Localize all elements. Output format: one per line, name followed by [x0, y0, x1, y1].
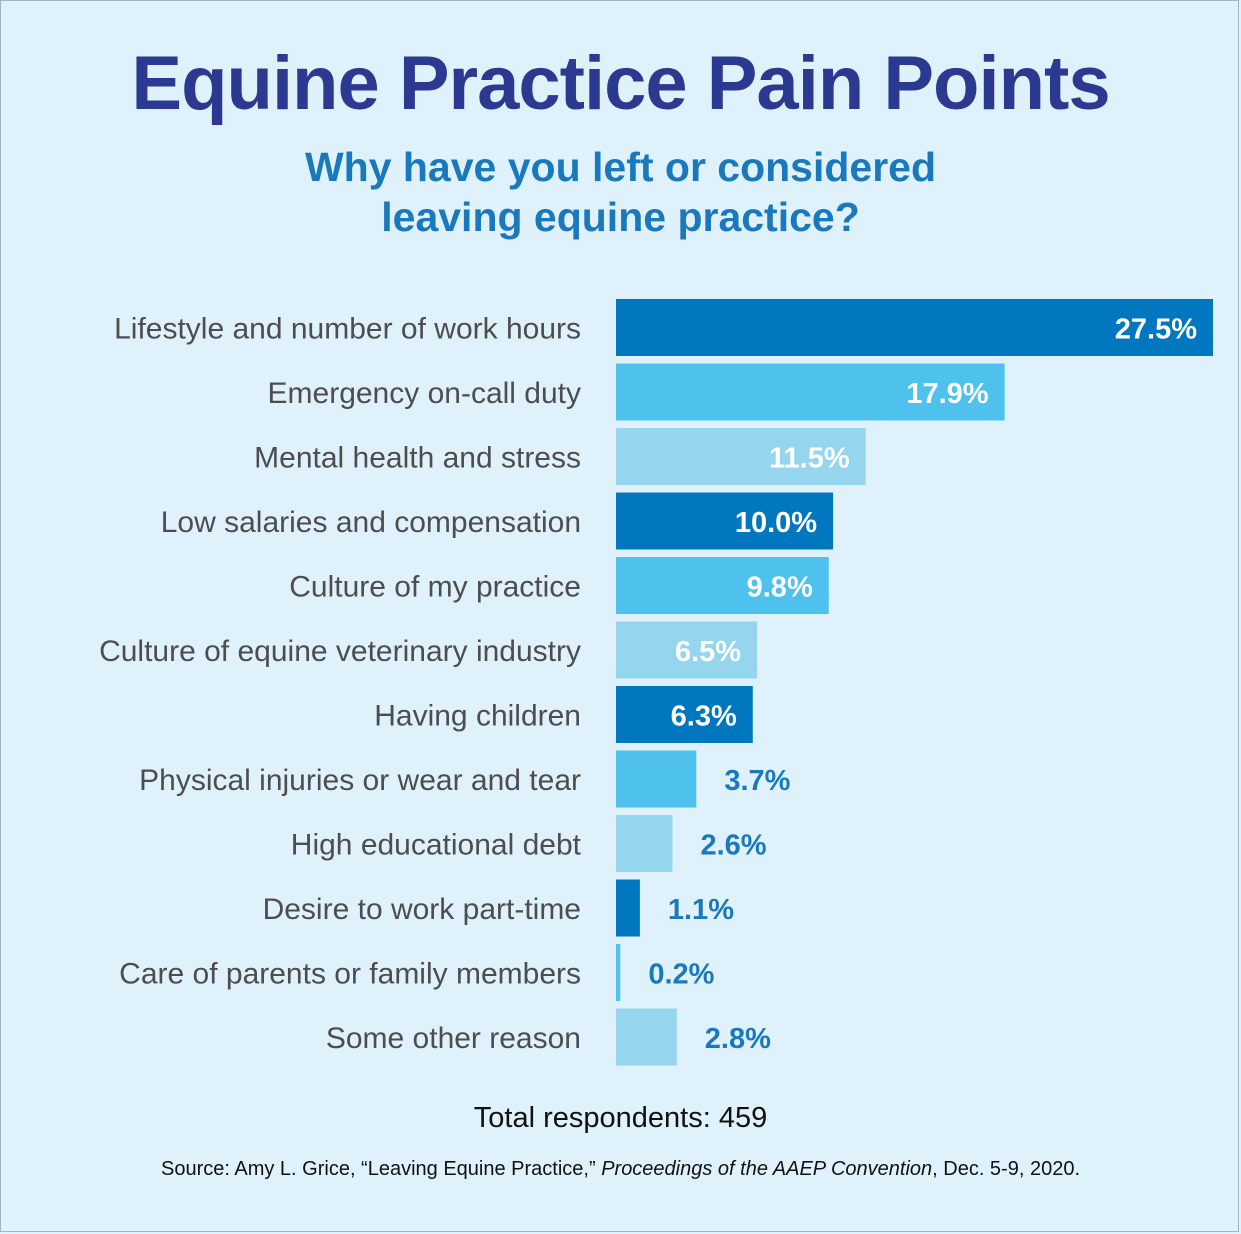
- bar: [616, 557, 829, 614]
- category-label: Physical injuries or wear and tear: [139, 764, 581, 797]
- value-label: 11.5%: [769, 443, 850, 475]
- value-label: 17.9%: [906, 378, 988, 410]
- bar: [616, 686, 753, 743]
- chart-subtitle: Why have you left or considered leaving …: [0, 142, 1241, 242]
- bar: [616, 428, 866, 485]
- source-suffix: , Dec. 5-9, 2020.: [932, 1158, 1081, 1180]
- bar: [616, 492, 834, 550]
- category-label: Some other reason: [326, 1022, 581, 1055]
- bar: [616, 363, 1005, 421]
- category-label: Culture of equine veterinary industry: [99, 635, 581, 668]
- value-label: 2.8%: [705, 1023, 771, 1055]
- subtitle-line-2: leaving equine practice?: [381, 194, 860, 240]
- bar: [616, 815, 673, 872]
- value-label: 6.3%: [671, 701, 737, 733]
- chart-title: Equine Practice Pain Points: [131, 41, 1110, 126]
- source-citation: Source: Amy L. Grice, “Leaving Equine Pr…: [0, 1158, 1241, 1181]
- category-label: Culture of my practice: [289, 571, 581, 604]
- source-prefix: Source: Amy L. Grice, “Leaving Equine Pr…: [160, 1158, 602, 1180]
- bar: [616, 944, 621, 1001]
- bar: [616, 879, 640, 937]
- value-label: 1.1%: [668, 894, 734, 926]
- value-label: 27.5%: [1115, 314, 1197, 346]
- category-label: Having children: [374, 700, 581, 733]
- value-label: 2.6%: [700, 830, 766, 862]
- value-label: 3.7%: [724, 765, 790, 797]
- source-title: Proceedings of the AAEP Convention: [601, 1158, 933, 1180]
- bar: [616, 621, 758, 679]
- value-label: 6.5%: [675, 636, 741, 668]
- value-label: 9.8%: [747, 572, 813, 604]
- category-label: Emergency on-call duty: [268, 377, 581, 410]
- value-label: 10.0%: [735, 507, 817, 539]
- category-label: High educational debt: [291, 829, 582, 862]
- total-respondents: Total respondents: 459: [473, 1102, 768, 1134]
- value-label: 0.2%: [648, 959, 714, 991]
- category-label: Care of parents or family members: [119, 958, 581, 991]
- category-label: Desire to work part-time: [263, 893, 581, 926]
- subtitle-line-1: Why have you left or considered: [304, 144, 937, 190]
- bar: [616, 299, 1213, 356]
- bar: [616, 1008, 677, 1066]
- category-label: Lifestyle and number of work hours: [114, 313, 581, 346]
- bar: [616, 750, 697, 808]
- category-label: Mental health and stress: [254, 442, 581, 475]
- category-label: Low salaries and compensation: [161, 506, 581, 539]
